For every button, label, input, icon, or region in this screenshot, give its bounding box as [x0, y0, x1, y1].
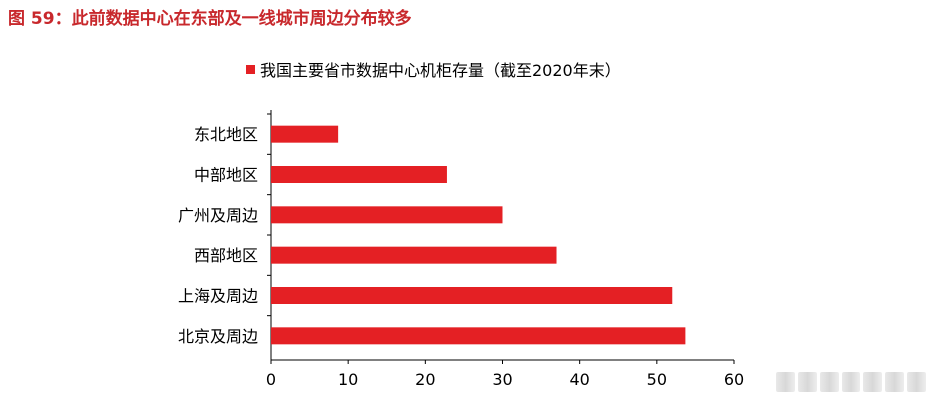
watermark — [776, 372, 927, 392]
x-tick-label: 20 — [415, 370, 435, 389]
figure-title: 图 59：此前数据中心在东部及一线城市周边分布较多 — [8, 9, 412, 29]
chart-legend: 我国主要省市数据中心机柜存量（截至2020年末） — [246, 57, 621, 81]
x-tick-label: 50 — [647, 370, 667, 389]
bar-5 — [271, 287, 673, 304]
y-tick-label: 东北地区 — [194, 125, 258, 144]
legend-label: 我国主要省市数据中心机柜存量（截至2020年末） — [260, 61, 621, 80]
y-tick-label: 北京及周边 — [178, 327, 258, 346]
legend-swatch — [246, 64, 255, 74]
x-tick-label: 40 — [569, 370, 589, 389]
y-tick-label: 西部地区 — [194, 246, 258, 265]
y-tick-label: 上海及周边 — [178, 287, 258, 306]
bar-6 — [271, 327, 686, 345]
bar-3 — [271, 206, 503, 224]
bar-4 — [271, 246, 557, 264]
y-tick-label: 中部地区 — [194, 166, 258, 185]
x-tick-label: 30 — [492, 370, 512, 389]
x-tick-label: 10 — [338, 370, 358, 389]
x-tick-label: 0 — [266, 370, 276, 389]
y-tick-label: 广州及周边 — [178, 206, 258, 225]
bar-2 — [271, 166, 447, 183]
x-tick-label: 60 — [724, 370, 744, 389]
bar-1 — [271, 125, 339, 143]
